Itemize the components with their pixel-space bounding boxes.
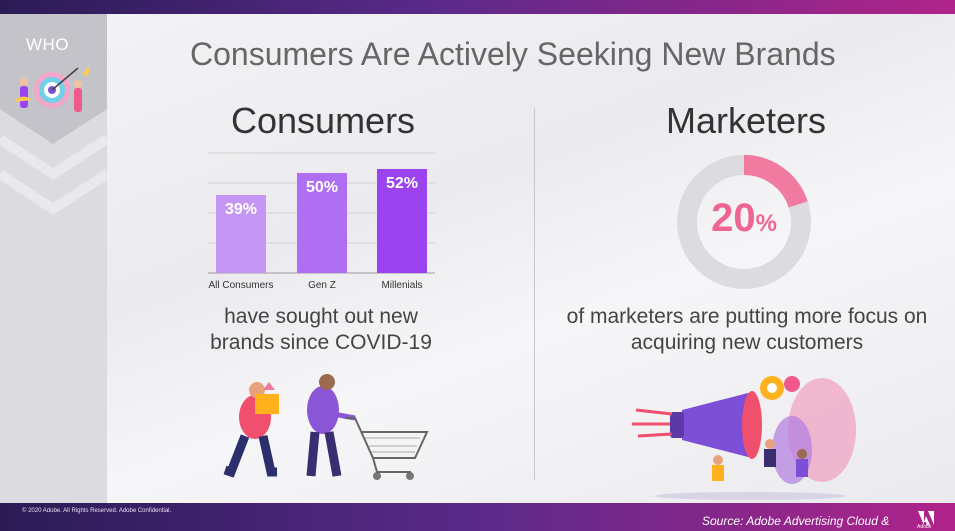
bar-value-label: 52% bbox=[386, 175, 418, 192]
adobe-logo-text: Adobe bbox=[917, 524, 932, 530]
footer-bar: © 2020 Adobe. All Rights Reserved. Adobe… bbox=[0, 503, 955, 531]
top-banner bbox=[0, 0, 955, 14]
marketers-donut-chart bbox=[677, 155, 811, 289]
target-people-icon bbox=[14, 66, 90, 112]
category-label: Millenials bbox=[381, 280, 422, 291]
bar-millenials bbox=[377, 169, 427, 273]
bar-value-label: 50% bbox=[306, 179, 338, 196]
marketers-caption: of marketers are putting more focus on a… bbox=[548, 304, 946, 356]
copyright-text: © 2020 Adobe. All Rights Reserved. Adobe… bbox=[22, 508, 172, 514]
marketers-heading: Marketers bbox=[666, 100, 827, 141]
donut-value: 20% bbox=[676, 196, 812, 241]
shoppers-illustration bbox=[223, 374, 429, 480]
donut-value-number: 20 bbox=[711, 196, 756, 240]
consumers-heading: Consumers bbox=[231, 100, 416, 141]
adobe-logo-icon bbox=[918, 511, 934, 525]
section-label: WHO bbox=[26, 35, 70, 54]
column-divider bbox=[534, 108, 535, 480]
consumers-caption-line2: brands since COVID-19 bbox=[210, 331, 432, 354]
donut-value-slice bbox=[677, 155, 811, 289]
bar-all-consumers bbox=[216, 195, 266, 273]
marketers-caption-line2: acquiring new customers bbox=[630, 331, 864, 354]
consumers-caption: have sought out new brands since COVID-1… bbox=[190, 304, 452, 356]
donut-value-unit: % bbox=[755, 210, 777, 237]
marketers-caption-line1: of marketers are putting more focus on bbox=[566, 305, 928, 328]
consumer-bar-chart: 39% All Consumers 50% Gen Z 52% Millenials bbox=[208, 152, 435, 291]
page-title: Consumers Are Actively Seeking New Brand… bbox=[190, 36, 836, 72]
consumers-caption-line1: have sought out new bbox=[224, 305, 418, 328]
megaphone-illustration bbox=[632, 376, 856, 500]
bar-gen-z bbox=[297, 173, 347, 273]
category-label: All Consumers bbox=[208, 280, 273, 291]
bar-value-label: 39% bbox=[225, 201, 257, 218]
source-text: Source: Adobe Advertising Cloud & bbox=[702, 514, 890, 528]
category-label: Gen Z bbox=[308, 280, 336, 291]
